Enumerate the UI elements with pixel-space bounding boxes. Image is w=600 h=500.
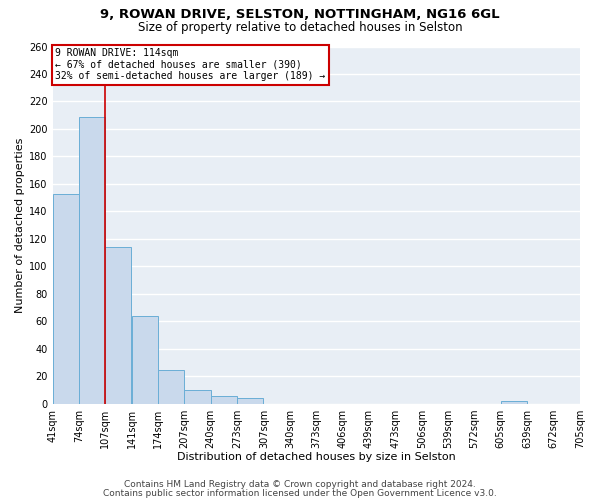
X-axis label: Distribution of detached houses by size in Selston: Distribution of detached houses by size … bbox=[177, 452, 456, 462]
Bar bbox=[79, 116, 105, 404]
Y-axis label: Number of detached properties: Number of detached properties bbox=[15, 138, 25, 313]
Bar bbox=[211, 396, 237, 404]
Text: 9 ROWAN DRIVE: 114sqm
← 67% of detached houses are smaller (390)
32% of semi-det: 9 ROWAN DRIVE: 114sqm ← 67% of detached … bbox=[55, 48, 326, 82]
Bar bbox=[500, 401, 527, 404]
Bar bbox=[53, 194, 79, 404]
Bar bbox=[105, 247, 131, 404]
Text: Contains HM Land Registry data © Crown copyright and database right 2024.: Contains HM Land Registry data © Crown c… bbox=[124, 480, 476, 489]
Bar bbox=[132, 316, 158, 404]
Text: 9, ROWAN DRIVE, SELSTON, NOTTINGHAM, NG16 6GL: 9, ROWAN DRIVE, SELSTON, NOTTINGHAM, NG1… bbox=[100, 8, 500, 20]
Text: Contains public sector information licensed under the Open Government Licence v3: Contains public sector information licen… bbox=[103, 488, 497, 498]
Bar bbox=[184, 390, 211, 404]
Text: Size of property relative to detached houses in Selston: Size of property relative to detached ho… bbox=[137, 21, 463, 34]
Bar bbox=[158, 370, 184, 404]
Bar bbox=[237, 398, 263, 404]
